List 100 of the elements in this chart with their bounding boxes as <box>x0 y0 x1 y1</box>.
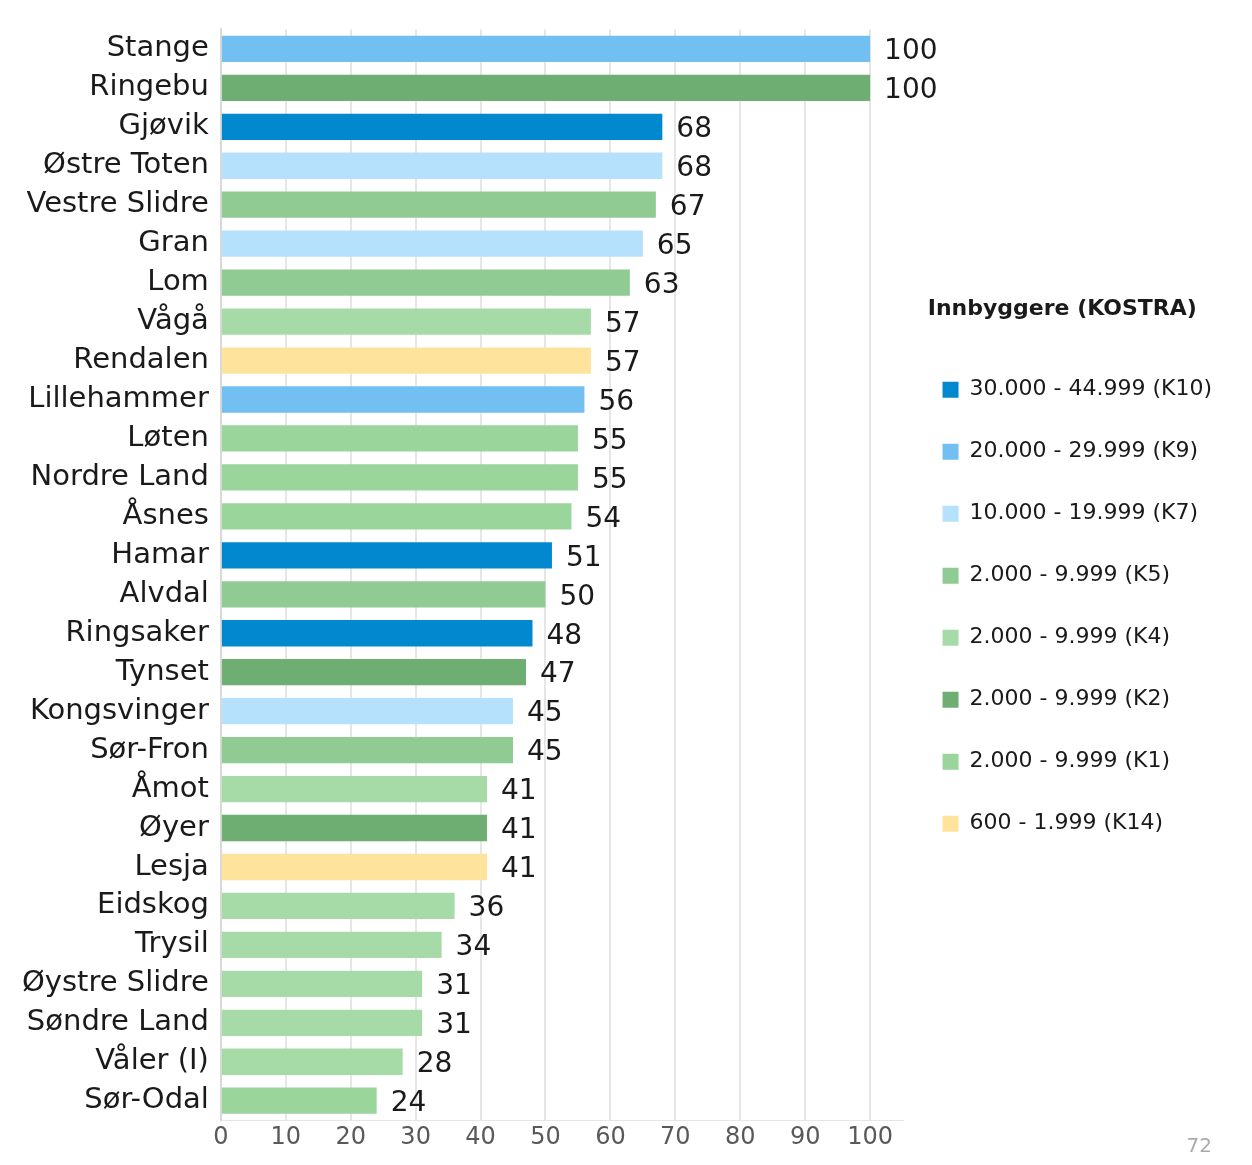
y-tick-label: Tynset <box>114 652 209 687</box>
y-tick-label: Hamar <box>111 535 209 570</box>
bar <box>221 386 585 413</box>
bar <box>221 113 663 140</box>
data-label: 57 <box>604 305 641 339</box>
data-label: 56 <box>598 383 635 417</box>
y-tick-label: Sør-Fron <box>90 730 209 765</box>
y-tick-label: Trysil <box>134 925 209 960</box>
y-tick-label: Alvdal <box>119 574 209 609</box>
bar <box>221 775 488 803</box>
y-tick-label: Lesja <box>134 847 209 882</box>
bar <box>221 970 423 997</box>
legend-label: 2.000 - 9.999 (K1) <box>969 747 1171 773</box>
data-label: 51 <box>565 539 602 573</box>
data-label: 45 <box>527 734 563 768</box>
bar <box>221 620 533 647</box>
y-tick-label: Åsnes <box>122 496 209 531</box>
data-label: 50 <box>559 578 596 612</box>
y-tick-label: Stange <box>106 29 209 64</box>
bar <box>221 853 488 881</box>
bar <box>221 464 578 491</box>
data-label: 28 <box>416 1046 453 1080</box>
data-label: 55 <box>591 422 628 456</box>
x-tick-label: 30 <box>400 1121 431 1150</box>
x-tick-label: 90 <box>789 1121 821 1150</box>
bar <box>221 152 663 179</box>
data-label: 31 <box>436 1007 472 1041</box>
data-label: 41 <box>501 812 537 846</box>
x-tick-label: 40 <box>465 1121 496 1150</box>
bar <box>221 347 591 374</box>
bar <box>221 698 514 725</box>
y-tick-label: Ringsaker <box>65 613 209 648</box>
y-tick-label: Sør-Odal <box>84 1081 209 1116</box>
x-tick-label: 70 <box>660 1121 691 1150</box>
y-tick-label: Nordre Land <box>30 457 209 492</box>
bar <box>221 659 526 686</box>
data-label: 63 <box>643 266 680 300</box>
bar <box>221 35 871 63</box>
data-label: 34 <box>455 929 492 963</box>
legend-label: 20.000 - 29.999 (K9) <box>969 437 1199 463</box>
x-tick-label: 10 <box>270 1121 302 1150</box>
legend-label: 30.000 - 44.999 (K10) <box>969 375 1213 401</box>
bar <box>221 503 572 530</box>
bar <box>221 542 552 569</box>
x-tick-label: 80 <box>724 1121 756 1150</box>
y-tick-label: Gran <box>138 224 209 259</box>
data-label: 36 <box>468 890 505 924</box>
bar <box>221 230 643 257</box>
bar <box>221 892 455 920</box>
data-label: 47 <box>540 656 576 690</box>
legend-label: 10.000 - 19.999 (K7) <box>969 499 1199 525</box>
y-tick-label: Gjøvik <box>118 107 210 142</box>
legend-label: 2.000 - 9.999 (K4) <box>969 623 1171 649</box>
y-tick-label: Lillehammer <box>28 380 209 415</box>
text: 72 <box>1186 1133 1212 1157</box>
y-tick-label: Kongsvinger <box>29 691 209 726</box>
y-tick-label: Vestre Slidre <box>26 185 209 220</box>
bar <box>221 814 488 842</box>
bar <box>221 581 546 608</box>
data-label: 57 <box>604 344 641 378</box>
data-label: 67 <box>669 188 706 222</box>
y-tick-label: Eidskog <box>97 886 209 921</box>
data-label: 68 <box>676 111 712 145</box>
data-label: 100 <box>884 72 938 106</box>
bar <box>221 1009 423 1036</box>
y-tick-label: Våler (I) <box>95 1042 209 1077</box>
x-tick-label: 100 <box>847 1121 893 1150</box>
bar <box>221 1048 403 1075</box>
bar <box>221 269 630 296</box>
data-label: 100 <box>884 33 938 67</box>
data-label: 68 <box>676 150 712 184</box>
bar <box>221 1087 377 1114</box>
bar <box>221 191 656 218</box>
y-tick-label: Vågå <box>137 302 209 337</box>
data-label: 24 <box>390 1085 427 1118</box>
data-label: 41 <box>501 773 537 807</box>
y-tick-label: Lom <box>147 263 209 298</box>
y-tick-label: Rendalen <box>73 341 209 376</box>
data-label: 41 <box>501 851 537 885</box>
y-tick-label: Østre Toten <box>43 146 209 181</box>
y-tick-label: Åmot <box>131 769 209 804</box>
y-tick-label: Søndre Land <box>26 1003 209 1038</box>
bar <box>221 308 591 335</box>
bar <box>221 736 514 764</box>
bar <box>221 74 871 101</box>
legend-label: 600 - 1.999 (K14) <box>969 809 1164 835</box>
bar <box>221 931 442 959</box>
data-label: 48 <box>546 617 583 651</box>
bar <box>221 425 578 452</box>
data-label: 31 <box>436 968 472 1002</box>
legend-title: Innbyggere (KOSTRA) <box>927 295 1197 321</box>
y-tick-label: Ringebu <box>89 68 209 103</box>
x-tick-label: 60 <box>595 1121 626 1150</box>
legend-label: 2.000 - 9.999 (K2) <box>969 685 1171 711</box>
y-tick-label: Løten <box>127 418 209 453</box>
data-label: 45 <box>527 695 563 729</box>
y-tick-label: Øystre Slidre <box>22 964 209 999</box>
y-tick-label: Øyer <box>139 808 209 843</box>
x-tick-label: 50 <box>530 1121 561 1150</box>
data-label: 65 <box>656 227 693 261</box>
